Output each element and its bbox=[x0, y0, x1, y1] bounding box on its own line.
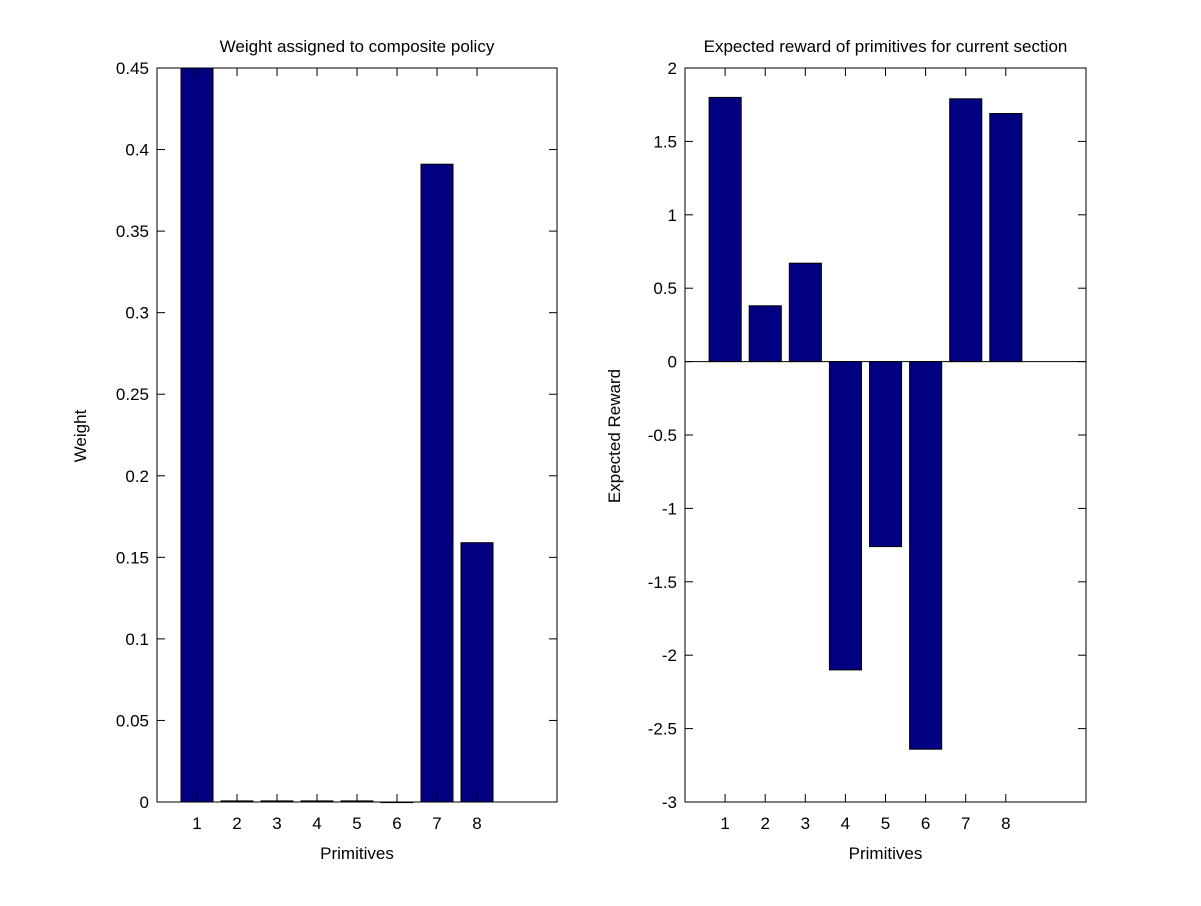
y-tick-label: 0.4 bbox=[125, 141, 149, 160]
x-tick-label: 3 bbox=[801, 814, 810, 833]
bar-7 bbox=[420, 163, 454, 803]
x-tick-label: 5 bbox=[352, 814, 361, 833]
axes-box bbox=[156, 67, 558, 803]
y-tick-label: -1.5 bbox=[648, 573, 677, 592]
x-tick-label: 4 bbox=[841, 814, 850, 833]
bar-3 bbox=[788, 262, 822, 363]
y-tick-label: -0.5 bbox=[648, 426, 677, 445]
x-tick-label: 6 bbox=[392, 814, 401, 833]
y-tick-label: 0.45 bbox=[116, 59, 149, 78]
x-tick-label: 8 bbox=[1001, 814, 1010, 833]
y-tick-label: 0.1 bbox=[125, 630, 149, 649]
y-tick-label: 1 bbox=[668, 206, 677, 225]
y-tick-label: 2 bbox=[668, 59, 677, 78]
x-tick-label: 6 bbox=[921, 814, 930, 833]
x-tick-label: 1 bbox=[720, 814, 729, 833]
y-tick-label: 0 bbox=[140, 793, 149, 812]
y-tick-label: 0.05 bbox=[116, 711, 149, 730]
x-axis-label: Primitives bbox=[849, 844, 923, 863]
x-tick-label: 7 bbox=[961, 814, 970, 833]
bar-7 bbox=[949, 98, 983, 363]
bar-6 bbox=[909, 361, 943, 750]
y-tick-label: 1.5 bbox=[653, 132, 677, 151]
x-axis-label: Primitives bbox=[320, 844, 394, 863]
bar-8 bbox=[989, 113, 1023, 363]
x-tick-label: 2 bbox=[232, 814, 241, 833]
expected-reward-chart: -3 -2.5 -2 -1.5 -1 -0.5 0 0.5 1 1.5 2 1 2 3 4 5 6 7 8 Expec… bbox=[605, 37, 1087, 863]
bar-8 bbox=[460, 542, 494, 803]
weight-chart: 0 0.05 0.1 0.15 0.2 0.25 0.3 0.35 0.4 0.45 1 2 3 4 5 6 7… bbox=[71, 37, 558, 863]
y-axis-label: Expected Reward bbox=[605, 369, 624, 503]
chart-title: Expected reward of primitives for curren… bbox=[704, 37, 1068, 56]
y-tick-label: 0.5 bbox=[653, 279, 677, 298]
x-tick-label: 3 bbox=[272, 814, 281, 833]
y-tick-label: 0.25 bbox=[116, 385, 149, 404]
x-tick-label: 5 bbox=[881, 814, 890, 833]
x-tick-label: 4 bbox=[312, 814, 321, 833]
y-tick-label: -2 bbox=[662, 646, 677, 665]
x-tick-label: 7 bbox=[432, 814, 441, 833]
bar-1 bbox=[180, 67, 214, 803]
bar-4 bbox=[828, 361, 863, 671]
x-tick-label: 2 bbox=[760, 814, 769, 833]
bar-2 bbox=[748, 305, 782, 363]
y-tick-label: -1 bbox=[662, 499, 677, 518]
y-tick-label: 0.3 bbox=[125, 304, 149, 323]
y-tick-label: 0 bbox=[668, 353, 677, 372]
y-tick-label: 0.35 bbox=[116, 222, 149, 241]
x-tick-label: 1 bbox=[192, 814, 201, 833]
y-tick-label: -3 bbox=[662, 793, 677, 812]
y-axis-label: Weight bbox=[71, 409, 90, 462]
chart-title: Weight assigned to composite policy bbox=[220, 37, 495, 56]
bar-1 bbox=[708, 96, 742, 363]
x-tick-label: 8 bbox=[472, 814, 481, 833]
y-tick-label: -2.5 bbox=[648, 720, 677, 739]
bar-5 bbox=[869, 361, 903, 548]
y-tick-label: 0.2 bbox=[125, 467, 149, 486]
y-tick-label: 0.15 bbox=[116, 548, 149, 567]
